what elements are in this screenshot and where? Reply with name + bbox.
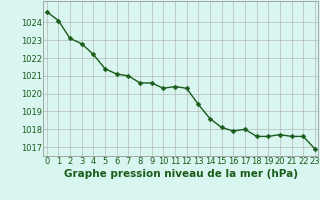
X-axis label: Graphe pression niveau de la mer (hPa): Graphe pression niveau de la mer (hPa) <box>64 169 298 179</box>
